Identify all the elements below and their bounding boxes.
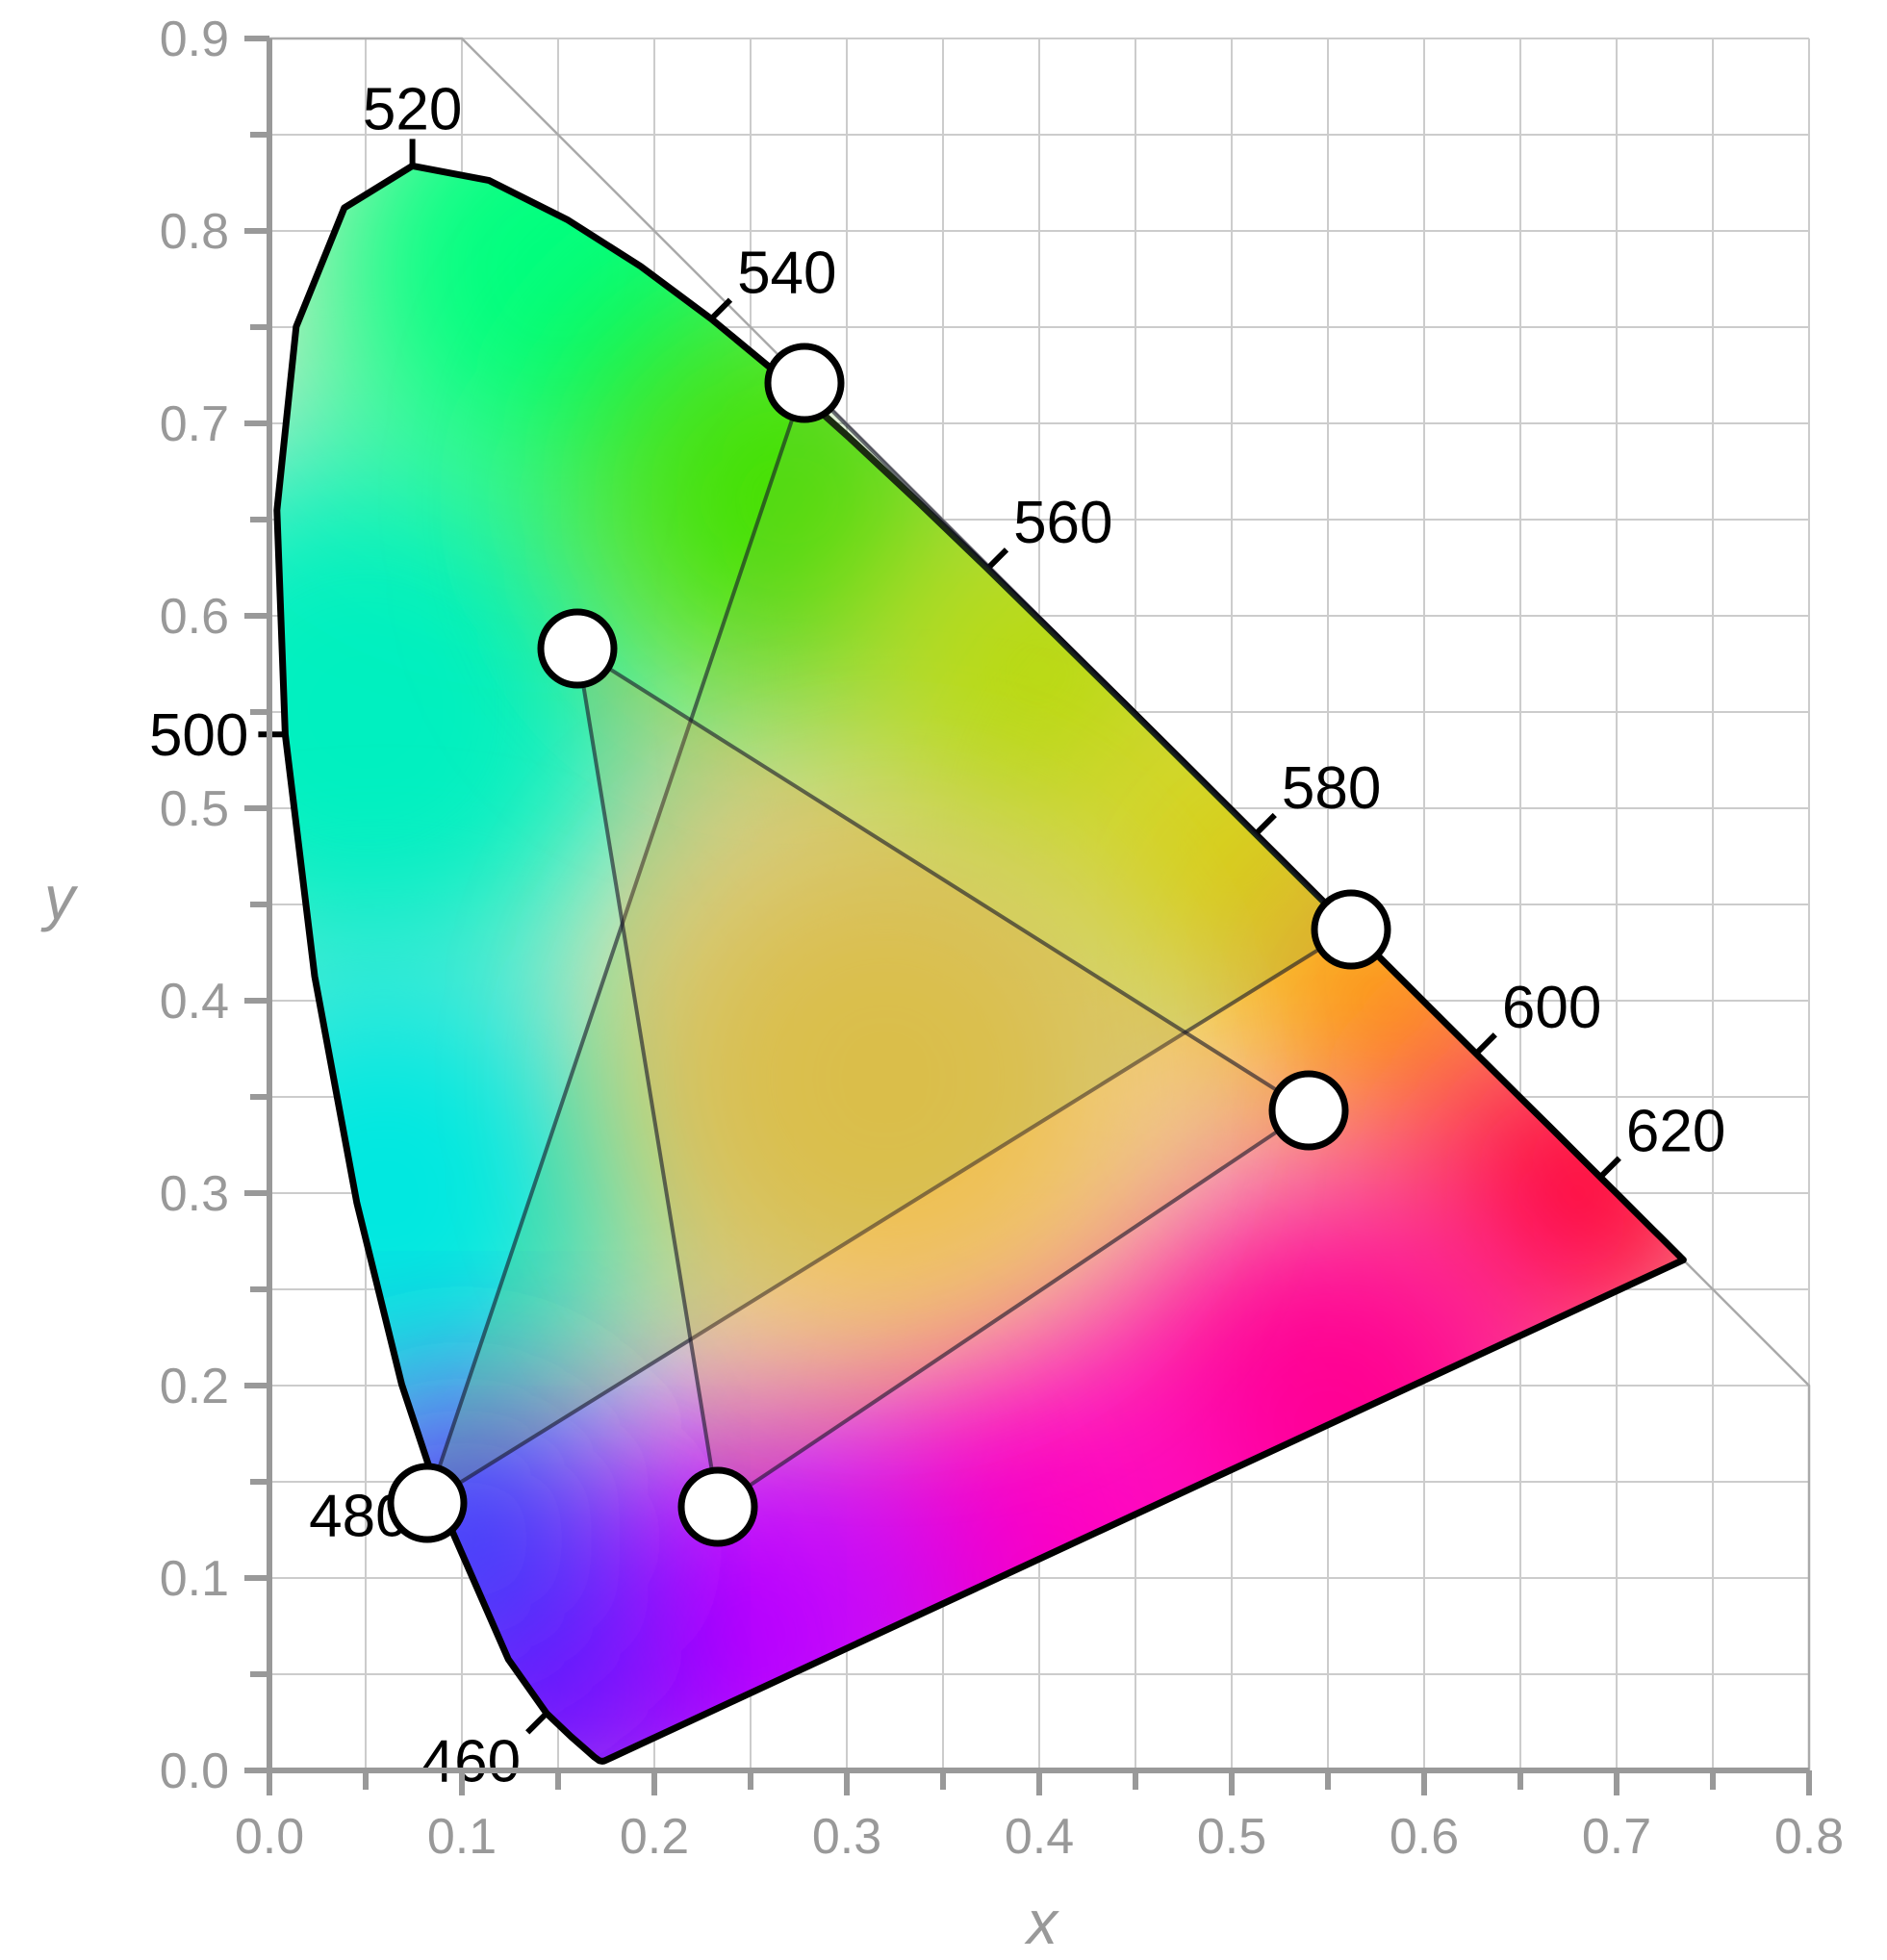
wavelength-tick — [1597, 1156, 1621, 1180]
wavelength-tick — [985, 547, 1009, 572]
x-tick-label: 0.1 — [427, 1809, 497, 1865]
gamut-series — [387, 343, 1391, 1543]
gamut-series — [537, 608, 1349, 1547]
x-tick-label: 0.7 — [1582, 1809, 1651, 1865]
x-tick-label: 0.5 — [1197, 1809, 1266, 1865]
y-tick-label: 0.8 — [160, 204, 229, 260]
wavelength-label: 460 — [421, 1728, 521, 1795]
x-tick-label: 0.6 — [1390, 1809, 1459, 1865]
wavelength-label: 540 — [737, 241, 836, 307]
wavelength-tick — [1473, 1032, 1497, 1056]
cyan-green-blob — [276, 423, 654, 1001]
wavelength-label: 520 — [363, 76, 462, 142]
wavelength-tick — [709, 297, 733, 321]
x-tick-label: 0.3 — [812, 1809, 881, 1865]
center-warm-blob — [635, 827, 1135, 1328]
y-tick-label: 0.0 — [160, 1744, 229, 1799]
axes: 0.0 0.1 0.2 0.3 0.4 0.5 0.6 0.7 0.8 0.0 0.1 0.2 0.3 0… — [160, 12, 1844, 1865]
x-tick-label: 0.2 — [620, 1809, 689, 1865]
wavelength-label: 500 — [149, 702, 248, 769]
gamut-triangle — [575, 647, 1311, 1509]
gamut-vertex — [1268, 1070, 1349, 1151]
y-axis-title: y — [40, 863, 79, 932]
y-tick-label: 0.7 — [160, 396, 229, 452]
y-tick-label: 0.2 — [160, 1359, 229, 1414]
wavelength-tick — [525, 1711, 549, 1735]
y-tick-label: 0.3 — [160, 1166, 229, 1222]
x-tick-label: 0.8 — [1774, 1809, 1844, 1865]
gamut-vertex — [387, 1463, 468, 1543]
y-tick-label: 0.6 — [160, 589, 229, 645]
wavelength-label: 620 — [1626, 1099, 1725, 1165]
gamut-vertex — [1311, 889, 1391, 970]
wavelength-label: 600 — [1502, 975, 1601, 1041]
cyan-blob — [276, 943, 635, 1443]
gamut-triangles — [387, 343, 1391, 1547]
gamut-triangle — [425, 381, 1353, 1505]
x-tick-label: 0.4 — [1005, 1809, 1074, 1865]
wavelength-tick — [1253, 812, 1277, 836]
y-tick-label: 0.5 — [160, 781, 229, 837]
gamut-vertex — [764, 343, 845, 423]
gamut-vertex — [537, 608, 618, 689]
y-tick-label: 0.4 — [160, 974, 229, 1030]
wavelength-label: 560 — [1013, 490, 1112, 556]
y-tick-label: 0.1 — [160, 1551, 229, 1607]
x-axis-title: x — [1024, 1888, 1059, 1957]
wavelength-label: 580 — [1282, 755, 1381, 822]
y-tick-label: 0.9 — [160, 12, 229, 67]
x-tick-label: 0.0 — [235, 1809, 304, 1865]
gamut-vertex — [677, 1466, 758, 1547]
